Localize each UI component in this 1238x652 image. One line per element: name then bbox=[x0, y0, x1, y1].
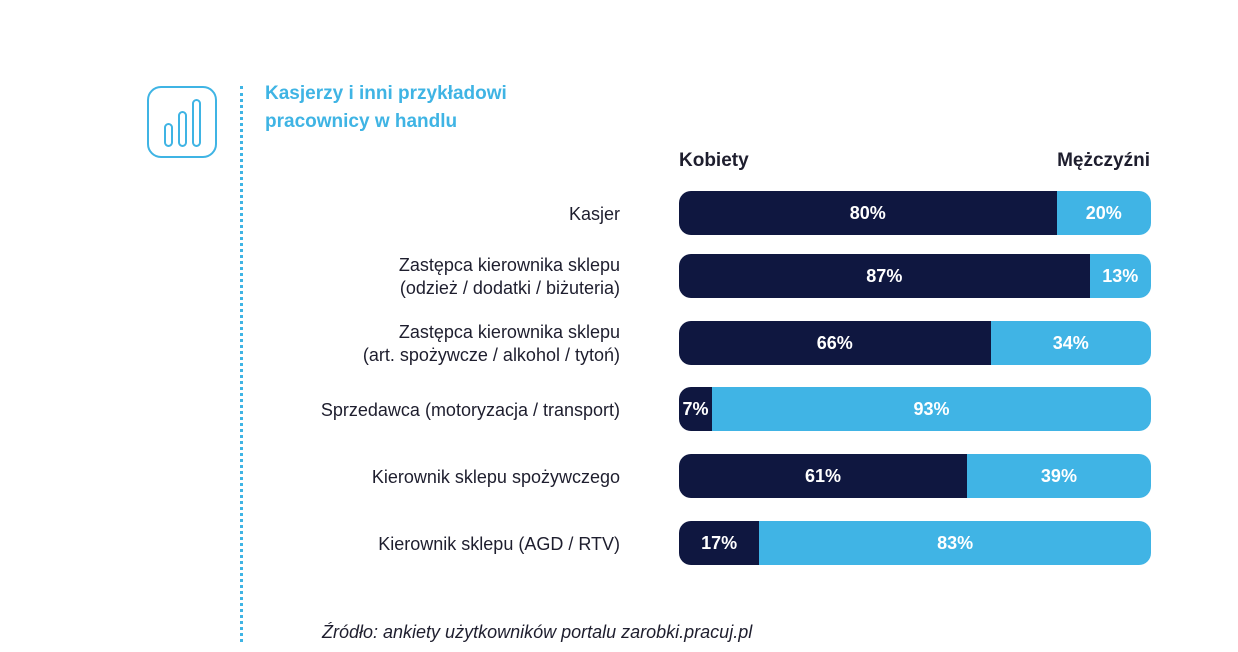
category-label: Kierownik sklepu (AGD / RTV) bbox=[250, 533, 620, 556]
bar-segment-women: 7% bbox=[679, 387, 713, 431]
category-label-line: Zastępca kierownika sklepu bbox=[398, 255, 620, 275]
stacked-bar: 17% 83% bbox=[679, 521, 1151, 565]
chart-title-line-2: pracownicy w handlu bbox=[265, 111, 458, 132]
bar-segment-men: 20% bbox=[1056, 191, 1151, 235]
category-label: Zastępca kierownika sklepu (odzież / doda… bbox=[250, 254, 620, 300]
category-label-line: (art. spożywcze / alkohol / tytoń) bbox=[362, 345, 620, 365]
bar-segment-women: 87% bbox=[679, 254, 1090, 298]
category-label-line: Kierownik sklepu spożywczego bbox=[371, 466, 620, 487]
bar-chart-icon bbox=[147, 86, 217, 158]
data-label: 66% bbox=[816, 332, 853, 353]
data-label: 39% bbox=[1040, 465, 1077, 486]
bar-segment-men: 34% bbox=[990, 321, 1151, 365]
stacked-bar: 66% 34% bbox=[679, 321, 1151, 365]
data-label: 93% bbox=[913, 398, 950, 419]
stacked-bar: 7% 93% bbox=[679, 387, 1151, 431]
data-label: 34% bbox=[1052, 332, 1089, 353]
chart-title-line-1: Kasjerzy i inni przykładowi bbox=[265, 83, 507, 104]
legend-women: Kobiety bbox=[679, 150, 749, 171]
data-label: 17% bbox=[701, 532, 738, 553]
legend-men: Mężczyźni bbox=[1057, 150, 1150, 171]
category-label: Kierownik sklepu spożywczego bbox=[250, 466, 620, 489]
stacked-bar: 87% 13% bbox=[679, 254, 1151, 298]
bar-segment-women: 17% bbox=[679, 521, 760, 565]
bar-segment-women: 66% bbox=[679, 321, 991, 365]
category-label-line: Sprzedawca (motoryzacja / transport) bbox=[320, 399, 620, 420]
bar-segment-men: 13% bbox=[1089, 254, 1151, 298]
category-label: Kasjer bbox=[250, 203, 620, 226]
category-label-line: Kierownik sklepu (AGD / RTV) bbox=[378, 533, 620, 554]
bar-segment-women: 61% bbox=[679, 454, 967, 498]
category-label-line: Kasjer bbox=[568, 203, 620, 224]
data-label: 80% bbox=[849, 202, 886, 223]
source-note: Źródło: ankiety użytkowników portalu zar… bbox=[322, 622, 753, 642]
category-label-line: Zastępca kierownika sklepu bbox=[398, 322, 620, 342]
dotted-divider bbox=[240, 86, 243, 642]
stacked-bar: 80% 20% bbox=[679, 191, 1151, 235]
data-label: 7% bbox=[682, 398, 709, 419]
bar-segment-men: 83% bbox=[759, 521, 1151, 565]
data-label: 20% bbox=[1085, 202, 1122, 223]
category-label-line: (odzież / dodatki / biżuteria) bbox=[399, 278, 620, 298]
bar-segment-women: 80% bbox=[679, 191, 1057, 235]
data-label: 83% bbox=[937, 532, 974, 553]
bar-segment-men: 39% bbox=[966, 454, 1151, 498]
bar-chart-icon-graphic bbox=[164, 99, 201, 147]
chart-title: Kasjerzy i inni przykładowi pracownicy w… bbox=[265, 80, 595, 136]
data-label: 13% bbox=[1102, 265, 1139, 286]
category-label: Sprzedawca (motoryzacja / transport) bbox=[250, 399, 620, 422]
stacked-bar: 61% 39% bbox=[679, 454, 1151, 498]
category-label: Zastępca kierownika sklepu (art. spożywcz… bbox=[250, 321, 620, 367]
bar-segment-men: 93% bbox=[712, 387, 1151, 431]
data-label: 87% bbox=[866, 265, 903, 286]
data-label: 61% bbox=[804, 465, 841, 486]
